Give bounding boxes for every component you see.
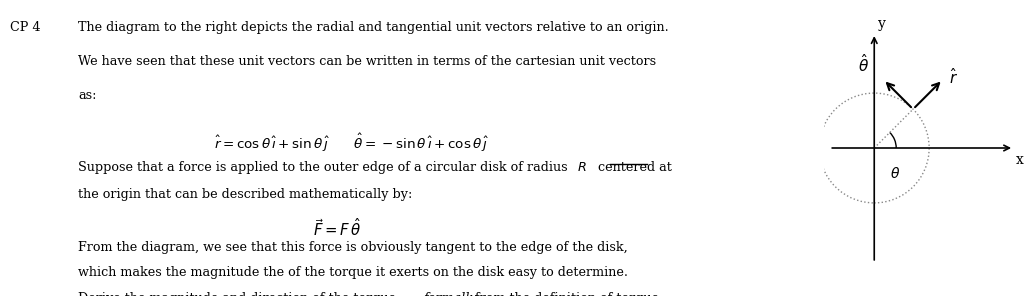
Text: $\vec{F} = F\,\hat{\theta}$: $\vec{F} = F\,\hat{\theta}$	[313, 218, 361, 239]
Text: which makes the magnitude the of the torque it exerts on the disk easy to determ: which makes the magnitude the of the tor…	[78, 266, 629, 279]
Text: We have seen that these unit vectors can be written in terms of the cartesian un: We have seen that these unit vectors can…	[78, 55, 656, 68]
Text: as:: as:	[78, 89, 97, 102]
Text: x: x	[1016, 153, 1024, 167]
Text: $R$: $R$	[578, 161, 587, 174]
Text: formally: formally	[424, 292, 477, 296]
Text: centered at: centered at	[594, 161, 672, 174]
Text: $\hat{r}$: $\hat{r}$	[948, 67, 957, 88]
Text: Derive the magnitude and direction of the torque: Derive the magnitude and direction of th…	[78, 292, 400, 296]
Text: the origin that can be described mathematically by:: the origin that can be described mathema…	[78, 188, 413, 201]
Text: The diagram to the right depicts the radial and tangential unit vectors relative: The diagram to the right depicts the rad…	[78, 21, 669, 34]
Text: y: y	[879, 17, 886, 31]
Text: CP 4: CP 4	[10, 21, 40, 34]
Text: $\hat{r} = \mathrm{cos}\,\theta\,\hat{\imath} + \mathrm{sin}\,\theta\,\hat{\jmat: $\hat{r} = \mathrm{cos}\,\theta\,\hat{\i…	[214, 132, 489, 154]
Text: $\hat{\theta}$: $\hat{\theta}$	[858, 53, 869, 75]
Text: from the definition of torque.: from the definition of torque.	[471, 292, 663, 296]
Text: Suppose that a force is applied to the outer edge of a circular disk of radius: Suppose that a force is applied to the o…	[78, 161, 572, 174]
Text: From the diagram, we see that this force is obviously tangent to the edge of the: From the diagram, we see that this force…	[78, 241, 628, 254]
Text: $\theta$: $\theta$	[890, 166, 900, 181]
